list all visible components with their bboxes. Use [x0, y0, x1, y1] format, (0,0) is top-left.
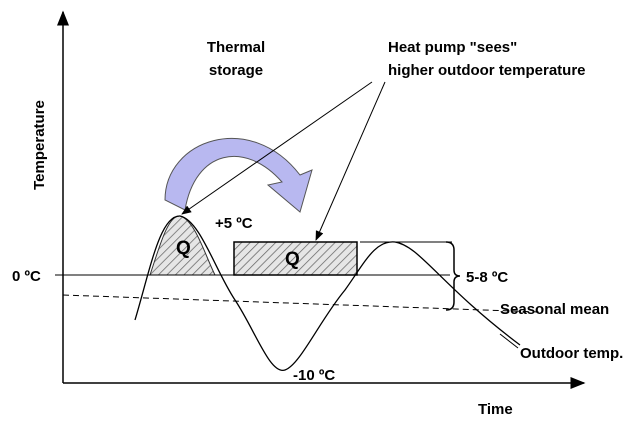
label: Q: [176, 238, 191, 259]
label: -10 ºC: [293, 367, 335, 384]
outdoor-curve: [134, 215, 521, 371]
hatch-storage: [233, 241, 358, 276]
label: Seasonal mean: [500, 301, 609, 318]
x-label: Time: [478, 401, 513, 418]
axes: [57, 10, 586, 389]
label: +5 ºC: [215, 215, 253, 232]
y-label: Temperature: [31, 100, 48, 190]
label: storage: [209, 62, 263, 79]
pointer-1: [181, 81, 373, 215]
label: Q: [285, 249, 300, 270]
seasonal-line: [62, 294, 541, 313]
outdoor-pointer: [499, 333, 519, 349]
label: 5-8 ºC: [466, 269, 508, 286]
storage-arrow: [164, 138, 313, 213]
label: Outdoor temp.: [520, 345, 623, 362]
label: Thermal: [207, 39, 265, 56]
label: higher outdoor temperature: [388, 62, 586, 79]
pointer-2: [315, 81, 386, 241]
label: 0 ºC: [12, 268, 41, 285]
bracket: [445, 241, 461, 311]
label: Heat pump "sees": [388, 39, 517, 56]
